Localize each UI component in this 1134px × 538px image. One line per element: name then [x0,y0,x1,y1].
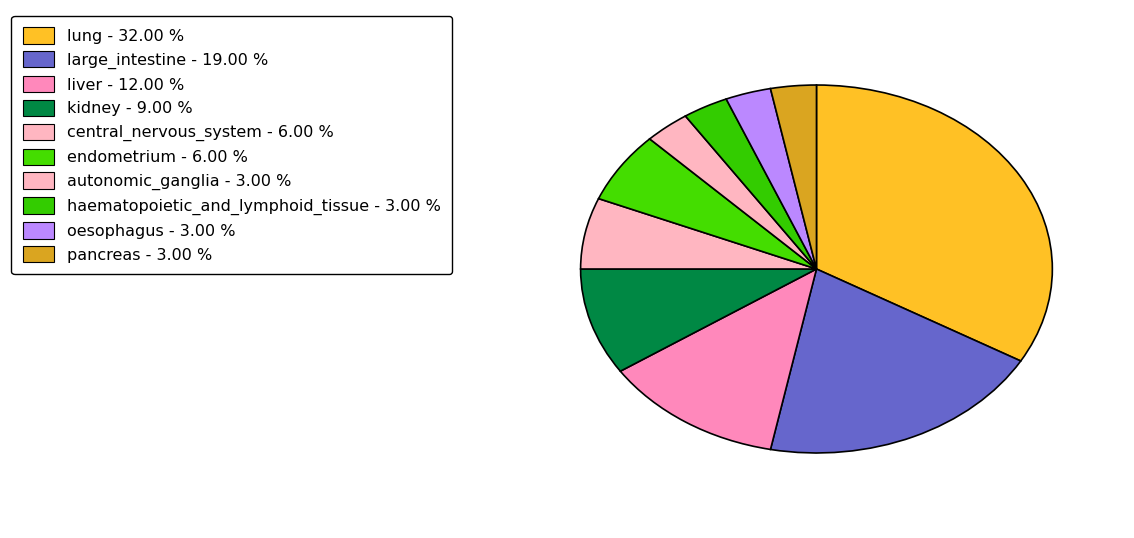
Wedge shape [685,99,816,269]
Wedge shape [599,139,816,269]
Wedge shape [816,85,1052,361]
Wedge shape [581,199,816,269]
Wedge shape [581,269,816,371]
Wedge shape [650,116,816,269]
Wedge shape [620,269,816,449]
Wedge shape [770,269,1021,453]
Wedge shape [726,89,816,269]
Legend: lung - 32.00 %, large_intestine - 19.00 %, liver - 12.00 %, kidney - 9.00 %, cen: lung - 32.00 %, large_intestine - 19.00 … [11,16,452,274]
Wedge shape [770,85,816,269]
